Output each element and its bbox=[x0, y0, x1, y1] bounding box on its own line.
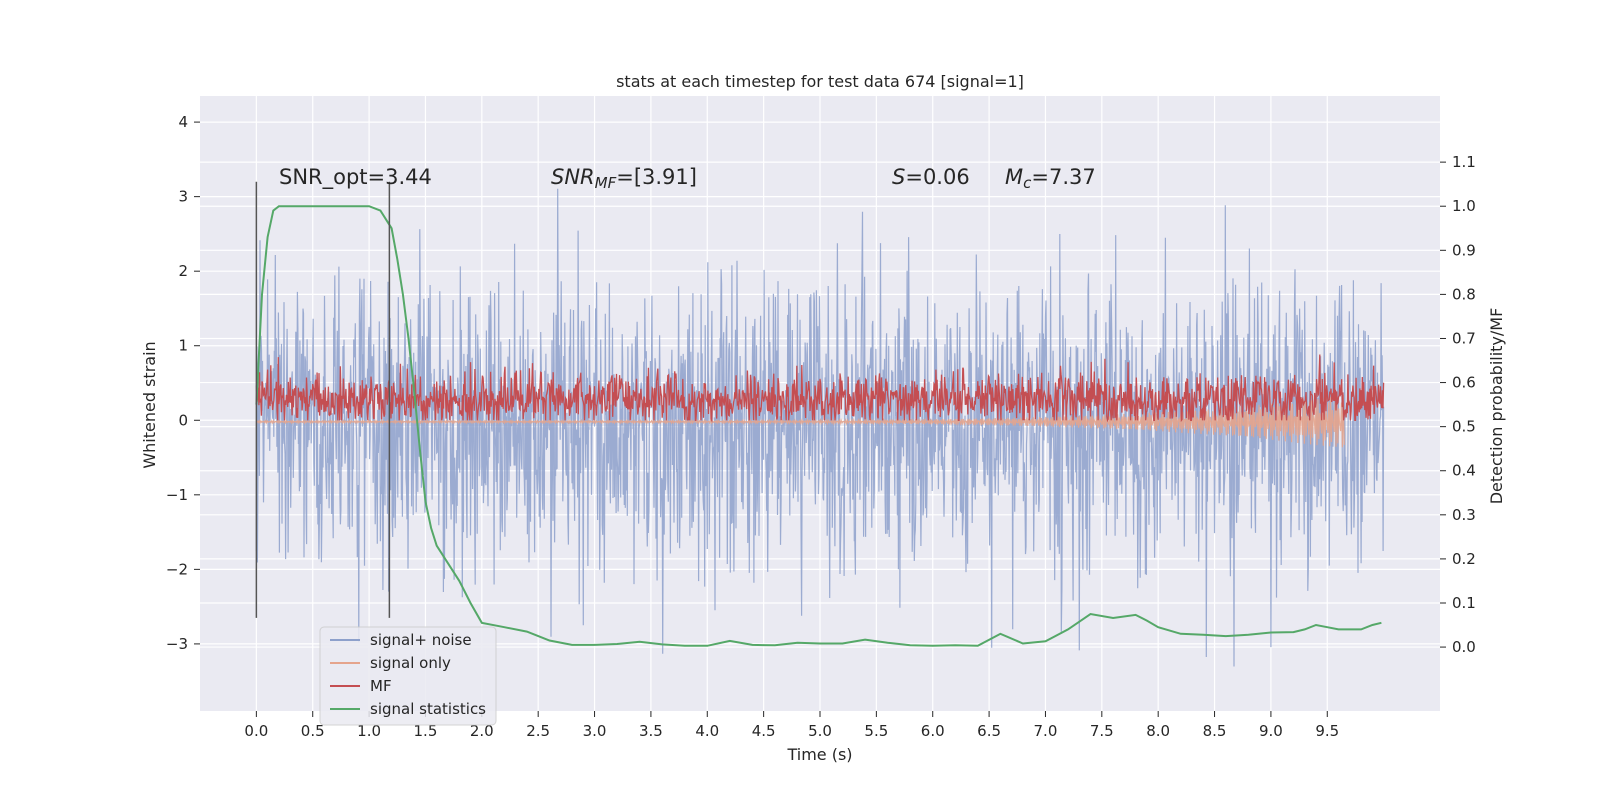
series-signal-only bbox=[256, 394, 1345, 448]
x-tick-label: 6.5 bbox=[977, 722, 1001, 740]
y2-tick-label: 0.9 bbox=[1452, 241, 1476, 259]
x-tick-label: 5.5 bbox=[864, 722, 888, 740]
legend-label-mf: MF bbox=[370, 677, 392, 695]
y2-tick-label: 1.1 bbox=[1452, 153, 1476, 171]
series-signal-statistics bbox=[255, 205, 1382, 647]
y2-axis-label: Detection probability/MF bbox=[1487, 308, 1506, 505]
y-axis-label: Whitened strain bbox=[140, 341, 159, 468]
y-tick-label: 2 bbox=[178, 262, 188, 280]
x-tick-label: 7.0 bbox=[1034, 722, 1058, 740]
y2-tick-label: 0.3 bbox=[1452, 506, 1476, 524]
legend-box bbox=[319, 626, 497, 726]
x-tick-label: 9.5 bbox=[1315, 722, 1339, 740]
y2-tick-label: 0.5 bbox=[1452, 418, 1476, 436]
x-tick-label: 2.0 bbox=[470, 722, 494, 740]
x-tick-label: 3.5 bbox=[639, 722, 663, 740]
x-tick-label: 1.5 bbox=[414, 722, 438, 740]
x-tick-label: 6.0 bbox=[921, 722, 945, 740]
x-tick-label: 7.5 bbox=[1090, 722, 1114, 740]
annotation-s: S=0.06 bbox=[892, 165, 970, 189]
x-tick-label: 9.0 bbox=[1259, 722, 1283, 740]
y2-tick-label: 0.4 bbox=[1452, 462, 1476, 480]
y2-tick-label: 0.2 bbox=[1452, 550, 1476, 568]
x-tick-label: 8.5 bbox=[1203, 722, 1227, 740]
y2-tick-label: 1.0 bbox=[1452, 197, 1476, 215]
y-tick-label: −1 bbox=[166, 486, 188, 504]
x-tick-label: 3.0 bbox=[583, 722, 607, 740]
y2-tick-label: 0.0 bbox=[1452, 638, 1476, 656]
x-tick-label: 1.0 bbox=[357, 722, 381, 740]
x-tick-label: 8.0 bbox=[1146, 722, 1170, 740]
y2-axis-ticks: 1.1 1.0 0.9 0.8 0.7 0.6 0.5 0.4 0.3 0.2 0.1 0.0 bbox=[1440, 153, 1476, 656]
y-tick-label: −2 bbox=[166, 560, 188, 578]
x-axis-label: Time (s) bbox=[786, 745, 852, 764]
y2-tick-label: 0.6 bbox=[1452, 374, 1476, 392]
y-axis-ticks: 4 3 2 1 0 −1 −2 −3 bbox=[166, 113, 200, 653]
annotation-snr-opt: SNR_opt=3.44 bbox=[279, 165, 432, 190]
x-axis-ticks: 0.0 0.5 1.0 1.5 2.0 2.5 3.0 3.5 4.0 4.5 5.0 5.5 6.0 6… bbox=[244, 711, 1339, 740]
y-tick-label: −3 bbox=[166, 635, 188, 653]
y-tick-label: 4 bbox=[178, 113, 188, 131]
chart-title: stats at each timestep for test data 674… bbox=[616, 72, 1024, 91]
annotation-snr-mf: SNRMF=[3.91] bbox=[551, 165, 697, 192]
legend-label-signal-only: signal only bbox=[370, 654, 451, 672]
legend: signal+ noise signal only MF signal stat… bbox=[319, 626, 497, 726]
signal-only-line bbox=[256, 394, 1345, 448]
x-tick-label: 0.5 bbox=[301, 722, 325, 740]
signal-statistics-line bbox=[255, 205, 1382, 647]
series-mf bbox=[255, 354, 1385, 423]
y-tick-label: 0 bbox=[178, 411, 188, 429]
mf-line bbox=[255, 354, 1385, 423]
y2-tick-label: 0.7 bbox=[1452, 329, 1476, 347]
x-tick-label: 4.0 bbox=[695, 722, 719, 740]
annotation-mc: Mc=7.37 bbox=[1005, 165, 1096, 192]
x-tick-label: 4.5 bbox=[752, 722, 776, 740]
y-tick-label: 3 bbox=[178, 188, 188, 206]
x-tick-label: 0.0 bbox=[244, 722, 268, 740]
legend-label-signal-plus-noise: signal+ noise bbox=[370, 631, 472, 649]
marker-lines bbox=[255, 181, 391, 618]
x-tick-label: 5.0 bbox=[808, 722, 832, 740]
y2-tick-label: 0.1 bbox=[1452, 594, 1476, 612]
legend-label-signal-statistics: signal statistics bbox=[370, 700, 486, 718]
y2-tick-label: 0.8 bbox=[1452, 285, 1476, 303]
y-tick-label: 1 bbox=[178, 337, 188, 355]
x-tick-label: 2.5 bbox=[526, 722, 550, 740]
